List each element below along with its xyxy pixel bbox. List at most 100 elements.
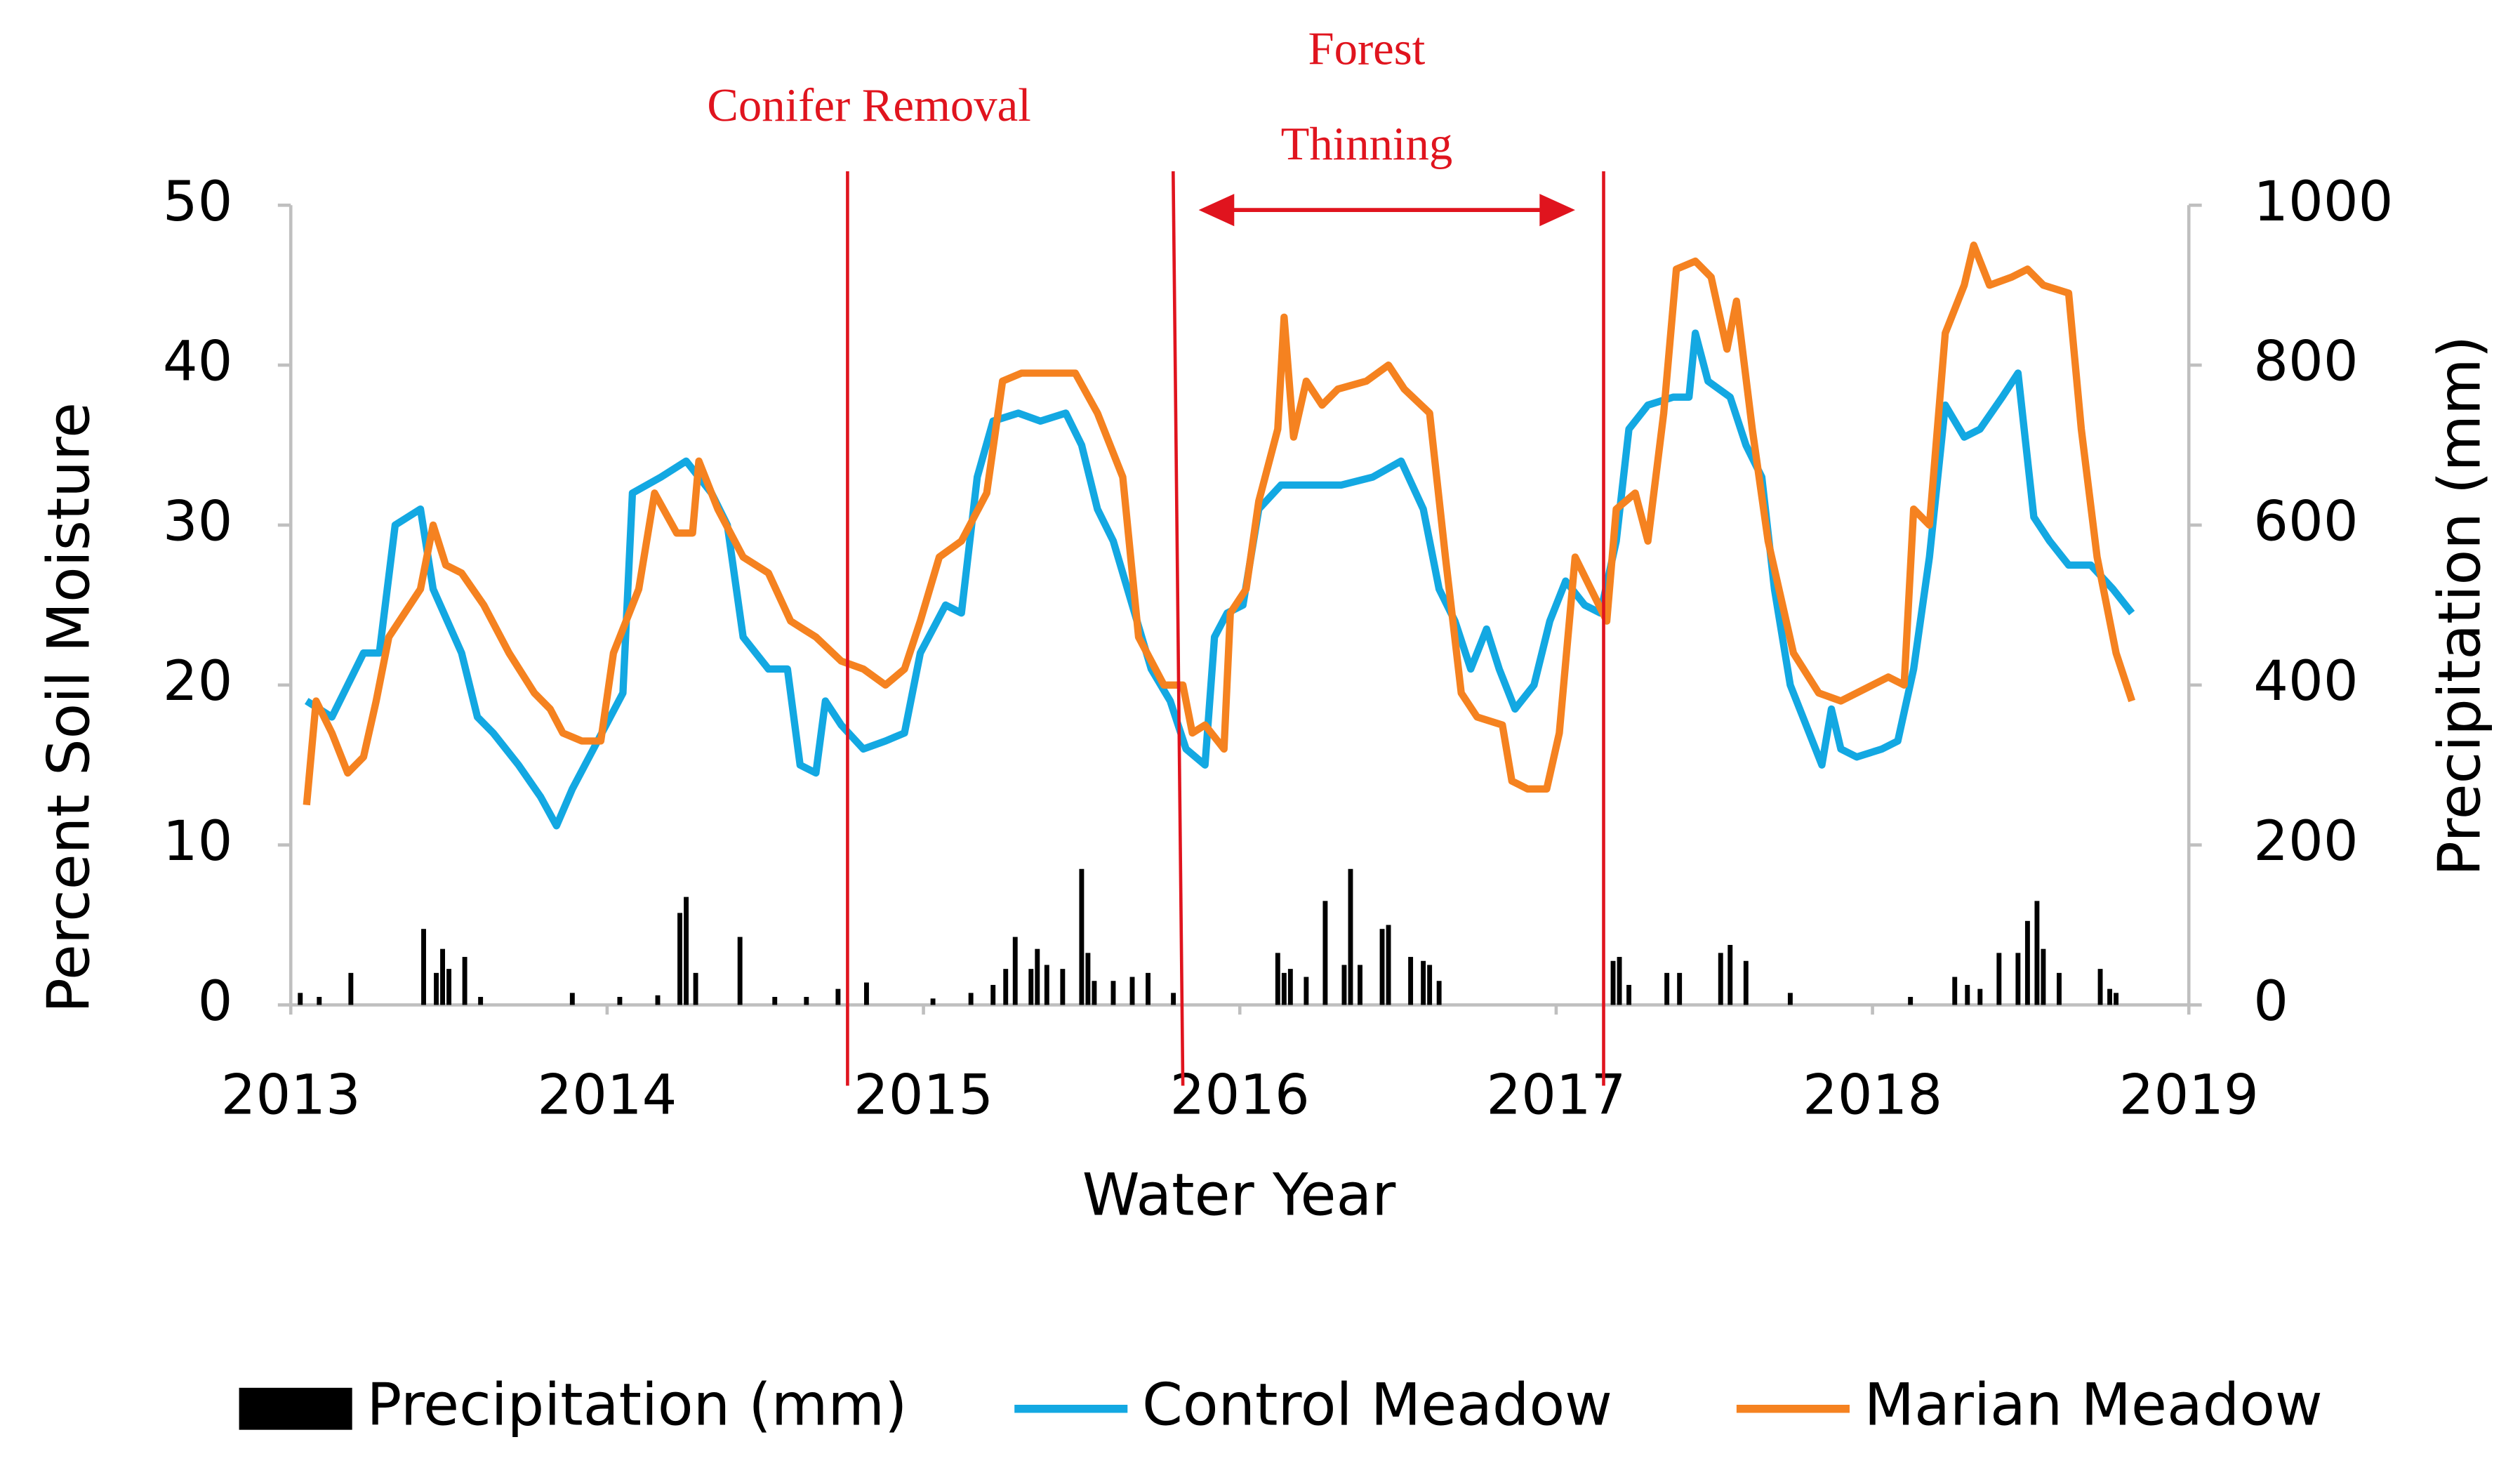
bar	[1965, 984, 1970, 1005]
bar	[930, 998, 936, 1005]
x-tick-label: 2015	[854, 1063, 993, 1127]
bar	[1092, 981, 1097, 1005]
bar	[1787, 993, 1793, 1005]
y2-tick-label: 600	[2253, 489, 2358, 553]
bar	[804, 997, 809, 1005]
bar	[2024, 920, 2030, 1005]
bar	[434, 972, 439, 1005]
bar	[693, 972, 698, 1005]
bar	[2034, 901, 2040, 1005]
line	[304, 329, 2135, 830]
x-tick-label: 2013	[221, 1063, 361, 1127]
bar	[1341, 965, 1347, 1005]
bar	[1044, 965, 1049, 1005]
bar	[1287, 969, 1293, 1005]
bar	[1908, 997, 1914, 1005]
bar	[462, 957, 467, 1005]
bar	[298, 993, 303, 1005]
bar	[1952, 977, 1958, 1005]
annotation: Thinning	[1281, 119, 1453, 170]
arrow-head	[1198, 194, 1235, 227]
legend-swatch	[239, 1387, 352, 1430]
bar	[1012, 937, 1018, 1005]
bar	[1626, 984, 1632, 1005]
bar	[677, 913, 683, 1005]
y2-tick-label: 200	[2253, 809, 2358, 873]
bar	[1146, 972, 1150, 1005]
y2-tick-label: 400	[2253, 649, 2358, 713]
y-tick-label: 50	[163, 170, 233, 234]
bar	[1028, 969, 1034, 1005]
y-axis-title: Percent Soil Moisture	[34, 402, 102, 1013]
x-tick-label: 2016	[1170, 1063, 1310, 1127]
bar	[863, 982, 869, 1005]
bar	[655, 995, 661, 1005]
x-tick-label: 2019	[2119, 1063, 2259, 1127]
bar	[569, 993, 575, 1005]
bar	[1379, 929, 1385, 1005]
bar	[317, 997, 322, 1005]
bar	[1281, 972, 1287, 1005]
bar	[1322, 901, 1328, 1005]
y-tick-label: 20	[163, 649, 233, 713]
bar	[1617, 957, 1622, 1005]
y2-tick-label: 0	[2253, 970, 2288, 1033]
y2-axis-title: Precipitation (mm)	[2425, 336, 2493, 876]
bar	[1035, 948, 1040, 1005]
bar	[2041, 948, 2046, 1005]
bar	[684, 897, 689, 1005]
y-tick-label: 30	[163, 489, 233, 553]
y-tick-label: 40	[163, 330, 233, 394]
bar	[2114, 993, 2119, 1005]
bar	[1079, 868, 1085, 1005]
y2-tick-label: 800	[2253, 330, 2358, 394]
bar	[1727, 944, 1733, 1005]
legend-label: Precipitation (mm)	[366, 1371, 907, 1439]
bar	[968, 993, 974, 1005]
x-tick-label: 2018	[1803, 1063, 1942, 1127]
bar	[990, 984, 996, 1005]
x-axis-title: Water Year	[1082, 1161, 1396, 1229]
bar	[2107, 988, 2113, 1005]
annotation-line	[1172, 171, 1185, 1086]
bar	[1171, 993, 1176, 1005]
annotation: Conifer Removal	[707, 80, 1030, 131]
line	[303, 242, 2136, 806]
bar	[1408, 957, 1414, 1005]
bar	[1436, 981, 1442, 1005]
bar	[1427, 965, 1433, 1005]
bar	[348, 972, 354, 1005]
bar	[1996, 953, 2002, 1005]
bar	[2097, 969, 2103, 1005]
bar	[446, 969, 452, 1005]
annotation: Forest	[1308, 23, 1425, 74]
bar	[835, 988, 841, 1005]
bar	[1718, 953, 1723, 1005]
bar	[1421, 960, 1426, 1005]
bar	[1003, 969, 1009, 1005]
bar	[1085, 953, 1091, 1005]
bar	[1304, 977, 1309, 1005]
legend-label: Control Meadow	[1142, 1371, 1612, 1439]
bar	[440, 948, 446, 1005]
bar	[478, 997, 484, 1005]
bar	[772, 997, 778, 1005]
arrow-head	[1539, 194, 1575, 227]
bar	[1743, 960, 1749, 1005]
bar	[1275, 953, 1280, 1005]
bar	[1610, 960, 1616, 1005]
x-tick-label: 2014	[537, 1063, 677, 1127]
bar	[1664, 972, 1670, 1005]
bar	[1386, 925, 1391, 1005]
bar	[1110, 981, 1116, 1005]
bar	[1677, 972, 1683, 1005]
bar	[2057, 972, 2062, 1005]
bar	[1358, 965, 1362, 1005]
bar	[2015, 953, 2021, 1005]
bar	[617, 997, 623, 1005]
legend-label: Marian Meadow	[1864, 1371, 2323, 1439]
bar	[1129, 977, 1135, 1005]
y-tick-label: 10	[163, 809, 233, 873]
bar	[1060, 969, 1066, 1005]
